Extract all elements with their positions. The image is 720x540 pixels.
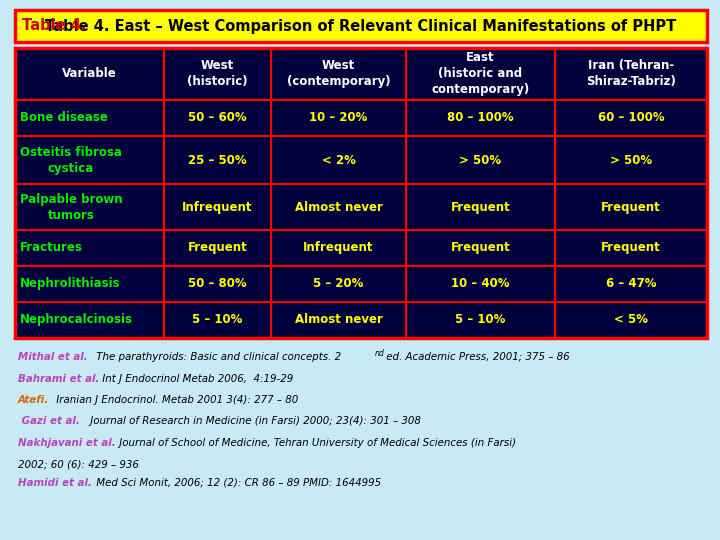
Text: Frequent: Frequent: [601, 200, 661, 214]
Text: Table 4. East – West Comparison of Relevant Clinical Manifestations of PHPT: Table 4. East – West Comparison of Relev…: [45, 18, 677, 33]
Text: 2002; 60 (6): 429 – 936: 2002; 60 (6): 429 – 936: [18, 460, 139, 469]
Bar: [554, 266, 707, 302]
Bar: [15, 136, 163, 184]
Text: 5 – 10%: 5 – 10%: [192, 314, 243, 327]
Text: Nephrocalcinosis: Nephrocalcinosis: [20, 314, 133, 327]
Bar: [15, 48, 707, 338]
Bar: [271, 266, 406, 302]
Text: Nakhjavani et al.: Nakhjavani et al.: [18, 438, 116, 448]
Bar: [15, 184, 163, 230]
Text: 60 – 100%: 60 – 100%: [598, 111, 664, 124]
Text: West
(historic): West (historic): [187, 59, 248, 89]
Bar: [15, 302, 163, 338]
Text: < 2%: < 2%: [322, 153, 356, 166]
Bar: [271, 184, 406, 230]
Text: Osteitis fibrosa
cystica: Osteitis fibrosa cystica: [20, 146, 122, 174]
Bar: [271, 136, 406, 184]
Text: Iranian J Endocrinol. Metab 2001 3(4): 277 – 80: Iranian J Endocrinol. Metab 2001 3(4): 2…: [53, 395, 298, 405]
Text: 10 – 20%: 10 – 20%: [310, 111, 368, 124]
Text: Almost never: Almost never: [294, 314, 382, 327]
Text: Bone disease: Bone disease: [20, 111, 108, 124]
Bar: [15, 100, 163, 136]
Bar: [406, 48, 554, 100]
Text: Frequent: Frequent: [601, 241, 661, 254]
Bar: [163, 100, 271, 136]
Bar: [15, 266, 163, 302]
Bar: [554, 302, 707, 338]
Text: ed. Academic Press, 2001; 375 – 86: ed. Academic Press, 2001; 375 – 86: [384, 352, 570, 362]
Bar: [554, 230, 707, 266]
Bar: [406, 136, 554, 184]
Text: 25 – 50%: 25 – 50%: [188, 153, 247, 166]
Bar: [406, 184, 554, 230]
Text: Med Sci Monit, 2006; 12 (2): CR 86 – 89 PMID: 1644995: Med Sci Monit, 2006; 12 (2): CR 86 – 89 …: [93, 477, 381, 488]
Text: Iran (Tehran-
Shiraz-Tabriz): Iran (Tehran- Shiraz-Tabriz): [586, 59, 676, 89]
Text: Nephrolithiasis: Nephrolithiasis: [20, 278, 121, 291]
Text: Journal of Research in Medicine (in Farsi) 2000; 23(4): 301 – 308: Journal of Research in Medicine (in Fars…: [87, 416, 421, 427]
Text: Infrequent: Infrequent: [303, 241, 374, 254]
Bar: [406, 302, 554, 338]
Bar: [15, 10, 707, 42]
Bar: [271, 230, 406, 266]
Text: East
(historic and
contemporary): East (historic and contemporary): [431, 51, 529, 96]
Text: 5 – 20%: 5 – 20%: [313, 278, 364, 291]
Bar: [271, 302, 406, 338]
Text: Bahrami et al.: Bahrami et al.: [18, 374, 99, 383]
Text: 50 – 60%: 50 – 60%: [188, 111, 247, 124]
Text: 6 – 47%: 6 – 47%: [606, 278, 656, 291]
Bar: [163, 136, 271, 184]
Text: Mithal et al.: Mithal et al.: [18, 352, 88, 362]
Text: Journal of School of Medicine, Tehran University of Medical Sciences (in Farsi): Journal of School of Medicine, Tehran Un…: [116, 438, 516, 448]
Text: < 5%: < 5%: [614, 314, 648, 327]
Text: 50 – 80%: 50 – 80%: [188, 278, 247, 291]
Bar: [554, 136, 707, 184]
Bar: [554, 100, 707, 136]
Text: Frequent: Frequent: [451, 241, 510, 254]
Text: West
(contemporary): West (contemporary): [287, 59, 390, 89]
Bar: [406, 230, 554, 266]
Text: Table 4.: Table 4.: [22, 18, 86, 33]
Text: The parathyroids: Basic and clinical concepts. 2: The parathyroids: Basic and clinical con…: [93, 352, 341, 362]
Bar: [406, 266, 554, 302]
Text: Almost never: Almost never: [294, 200, 382, 214]
Bar: [163, 184, 271, 230]
Bar: [163, 302, 271, 338]
Bar: [15, 230, 163, 266]
Text: Int J Endocrinol Metab 2006,  4:19-29: Int J Endocrinol Metab 2006, 4:19-29: [99, 374, 293, 383]
Text: Frequent: Frequent: [451, 200, 510, 214]
Text: Variable: Variable: [62, 68, 117, 80]
Text: > 50%: > 50%: [610, 153, 652, 166]
Text: Gazi et al.: Gazi et al.: [18, 416, 80, 427]
Text: Fractures: Fractures: [20, 241, 83, 254]
Bar: [406, 100, 554, 136]
Text: > 50%: > 50%: [459, 153, 501, 166]
Bar: [163, 48, 271, 100]
Bar: [271, 48, 406, 100]
Bar: [554, 48, 707, 100]
Bar: [554, 184, 707, 230]
Text: Infrequent: Infrequent: [182, 200, 253, 214]
Text: 80 – 100%: 80 – 100%: [447, 111, 513, 124]
Text: Frequent: Frequent: [187, 241, 247, 254]
Bar: [15, 48, 163, 100]
Text: Atefi.: Atefi.: [18, 395, 49, 405]
Bar: [271, 100, 406, 136]
Bar: [163, 230, 271, 266]
Text: 5 – 10%: 5 – 10%: [455, 314, 505, 327]
Text: Hamidi et al.: Hamidi et al.: [18, 477, 92, 488]
Text: nd: nd: [375, 349, 384, 358]
Bar: [163, 266, 271, 302]
Text: Palpable brown
tumors: Palpable brown tumors: [20, 193, 122, 221]
Text: 10 – 40%: 10 – 40%: [451, 278, 510, 291]
